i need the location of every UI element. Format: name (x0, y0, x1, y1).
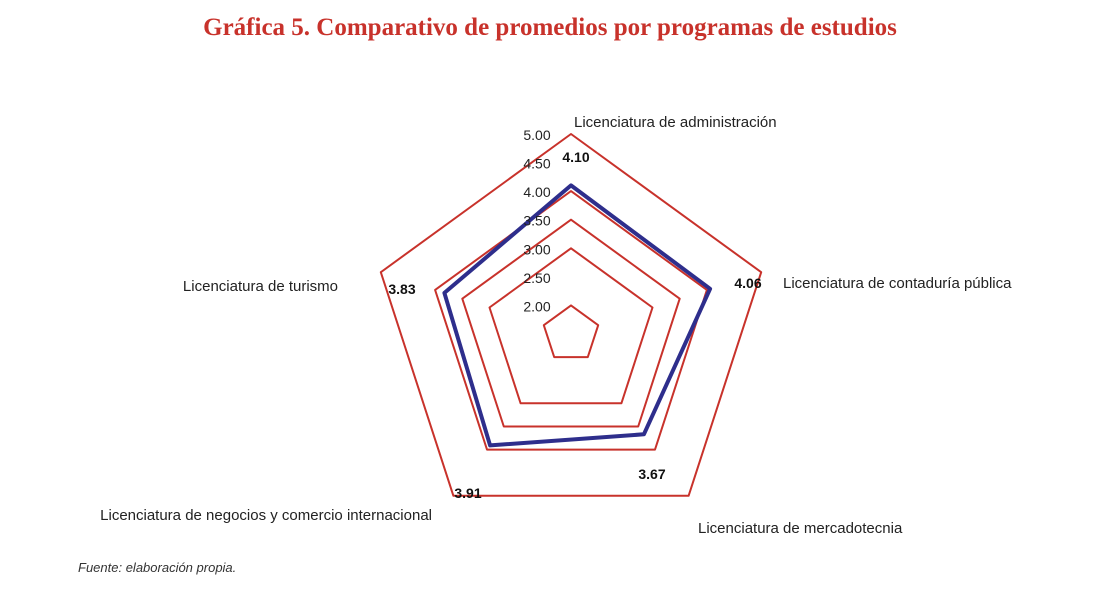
tick-label: 3.50 (523, 213, 550, 229)
data-label: 3.67 (638, 466, 665, 482)
data-label: 4.10 (562, 149, 589, 165)
tick-label: 2.00 (523, 298, 550, 314)
series-line-0 (442, 183, 713, 448)
category-label: Licenciatura de administración (574, 114, 777, 131)
category-label: Licenciatura de contaduría pública (783, 275, 1012, 292)
grid-ring-2.00 (542, 304, 600, 359)
category-labels: Licenciatura de administración Licenciatu… (100, 114, 1012, 537)
tick-label: 4.50 (523, 156, 550, 172)
category-label: Licenciatura de negocios y comercio inte… (100, 507, 432, 524)
category-label: Licenciatura de turismo (183, 278, 338, 295)
tick-label: 4.00 (523, 184, 550, 200)
grid-ring-4.00 (434, 190, 708, 451)
radial-axis-ticks: 2.00 2.50 3.00 3.50 4.00 4.50 5.00 (523, 127, 550, 314)
tick-label: 5.00 (523, 127, 550, 143)
grid-ring-5.00 (379, 133, 763, 497)
radar-series (442, 183, 713, 448)
data-label: 4.06 (734, 275, 761, 291)
grid-ring-3.50 (461, 218, 681, 428)
tick-label: 3.00 (523, 241, 550, 257)
grid-ring-3.00 (488, 247, 654, 405)
data-labels: 4.10 4.06 3.67 3.91 3.83 (388, 149, 761, 501)
tick-label: 2.50 (523, 270, 550, 286)
source-note: Fuente: elaboración propia. (78, 560, 237, 575)
data-label: 3.91 (454, 485, 481, 501)
radar-grid (379, 133, 763, 497)
data-label: 3.83 (388, 281, 415, 297)
category-label: Licenciatura de mercadotecnia (698, 520, 903, 537)
chart-title: Gráfica 5. Comparativo de promedios por … (203, 14, 897, 41)
